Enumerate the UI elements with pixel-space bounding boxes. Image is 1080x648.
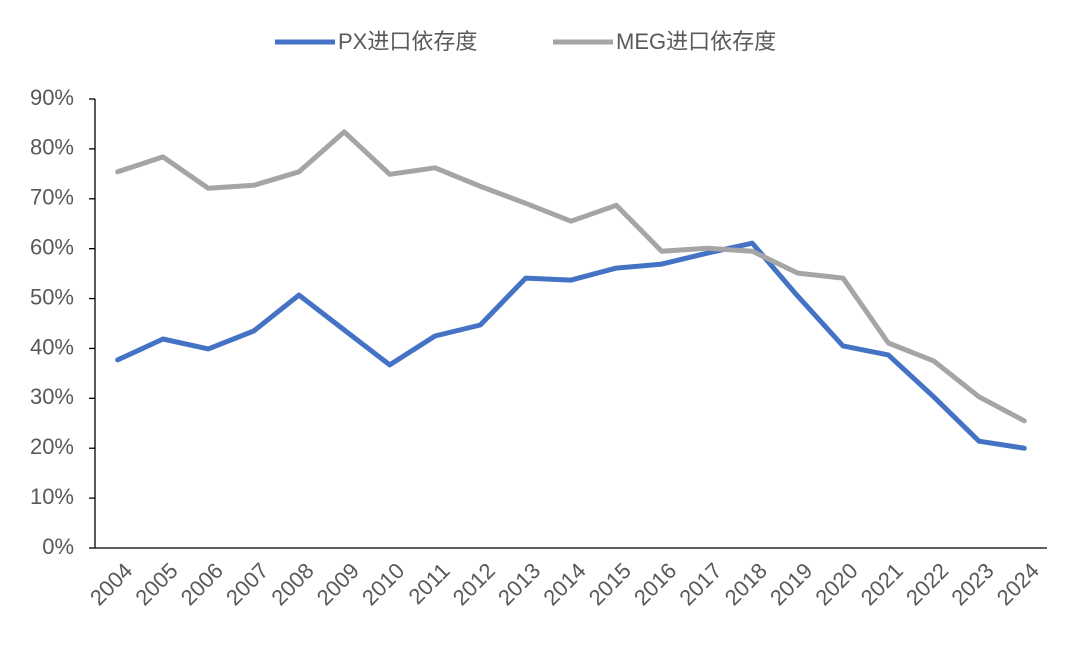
x-tick-label: 2023	[946, 558, 998, 610]
x-tick-label: 2007	[221, 558, 273, 610]
x-tick-label: 2018	[720, 558, 772, 610]
y-tick-label: 40%	[30, 334, 74, 359]
x-tick-label: 2022	[901, 558, 953, 610]
line	[115, 240, 1027, 451]
legend-label: PX进口依存度	[338, 29, 477, 54]
x-tick-label: 2016	[629, 558, 681, 610]
y-tick-label: 10%	[30, 484, 74, 509]
y-tick-label: 90%	[30, 85, 74, 110]
x-tick-label: 2014	[538, 558, 590, 610]
x-tick-label: 2006	[176, 558, 228, 610]
x-tick-label: 2024	[992, 558, 1044, 610]
y-tick-label: 70%	[30, 185, 74, 210]
x-tick-label: 2008	[266, 558, 318, 610]
legend-label: MEG进口依存度	[616, 29, 776, 54]
x-tick-label: 2011	[404, 558, 455, 609]
y-tick-label: 0%	[42, 534, 74, 559]
x-tick-label: 2015	[584, 558, 636, 610]
x-tick-label: 2005	[130, 558, 182, 610]
x-tick-label: 2013	[493, 558, 545, 610]
y-tick-label: 80%	[30, 135, 74, 160]
line	[115, 129, 1027, 424]
y-tick-label: 50%	[30, 284, 74, 309]
x-tick-label: 2004	[85, 558, 137, 610]
x-tick-label: 2019	[765, 558, 817, 610]
y-tick-label: 30%	[30, 384, 74, 409]
x-tick-label: 2021	[856, 558, 908, 610]
x-tick-label: 2020	[810, 558, 862, 610]
x-tick-label: 2009	[312, 558, 364, 610]
x-tick-label: 2012	[448, 558, 500, 610]
x-tick-label: 2017	[674, 558, 726, 610]
x-tick-label: 2010	[357, 558, 409, 610]
y-tick-label: 20%	[30, 434, 74, 459]
y-tick-label: 60%	[30, 234, 74, 259]
